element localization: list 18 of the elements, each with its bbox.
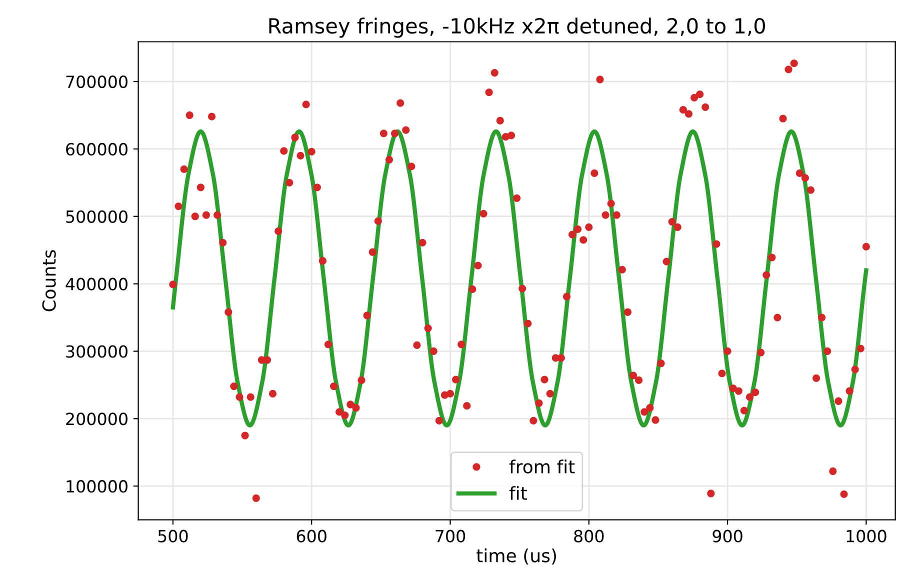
y-tick-label: 700000 bbox=[66, 75, 128, 88]
y-tick-label: 200000 bbox=[66, 412, 128, 426]
x-tick-label: 800 bbox=[574, 530, 604, 542]
legend-label: from fit bbox=[509, 460, 575, 474]
x-tick-label: 900 bbox=[712, 530, 742, 542]
y-tick-label: 600000 bbox=[66, 142, 128, 156]
y-tick-label: 100000 bbox=[66, 480, 128, 493]
x-tick-label: 700 bbox=[436, 530, 466, 542]
x-tick-label: 600 bbox=[296, 530, 326, 542]
y-tick-label: 300000 bbox=[66, 345, 128, 358]
x-axis-title: time (us) bbox=[476, 548, 556, 565]
x-tick-label: 500 bbox=[158, 530, 188, 542]
x-tick-label: 1000 bbox=[846, 530, 886, 542]
y-tick-label: 400000 bbox=[66, 278, 128, 290]
y-axis-title: Counts bbox=[42, 250, 56, 312]
chart-title: Ramsey fringes, -10kHz x2π detuned, 2,0 to 1,0 bbox=[269, 18, 765, 38]
legend-label: fit bbox=[509, 486, 527, 500]
y-tick-label: 500000 bbox=[66, 210, 128, 223]
